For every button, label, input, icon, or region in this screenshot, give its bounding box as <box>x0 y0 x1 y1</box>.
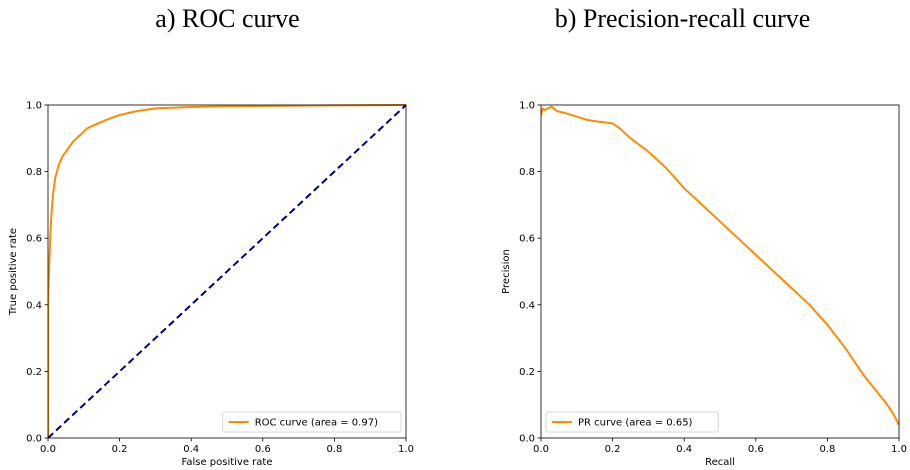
pr-plot-frame <box>540 104 900 439</box>
roc-x-tick-label: 0.4 <box>183 444 199 455</box>
pr-y-tick-label: 1.0 <box>519 101 535 112</box>
roc-chance-line <box>48 104 407 438</box>
roc-x-tick-label: 1.0 <box>398 444 414 455</box>
roc-x-tick-label: 0.6 <box>255 444 271 455</box>
pr-y-tick-label: 0.8 <box>519 167 535 178</box>
pr-y-tick-label: 0.4 <box>519 300 535 311</box>
roc-y-tick-label: 0.2 <box>26 367 42 378</box>
roc-x-tick-label: 0.2 <box>112 444 128 455</box>
roc-chart: 0.0 0.2 0.4 0.6 0.8 1.0 0.0 0.2 0.4 0.6 0.8 1.0 Fals… <box>8 101 414 469</box>
pr-x-tick-label: 0.6 <box>748 444 764 455</box>
pr-y-tick-label: 0.0 <box>519 434 535 445</box>
pr-x-tick-label: 0.0 <box>533 444 549 455</box>
pr-y-tick-label: 0.2 <box>519 367 535 378</box>
roc-legend-box <box>222 411 402 433</box>
pr-legend-label: PR curve (area = 0.65) <box>578 418 693 429</box>
pr-curve-line <box>541 105 900 426</box>
pr-legend-box <box>545 411 719 433</box>
roc-legend-label: ROC curve (area = 0.97) <box>255 418 378 429</box>
roc-y-tick-label: 1.0 <box>26 101 42 112</box>
pr-x-axis-label: Recall <box>705 457 735 468</box>
roc-y-tick-label: 0.0 <box>26 434 42 445</box>
roc-curve-line <box>48 104 407 438</box>
pr-x-tick-label: 0.2 <box>605 444 621 455</box>
roc-x-axis-label: False positive rate <box>182 457 273 468</box>
pr-x-tick-label: 0.8 <box>819 444 835 455</box>
pr-panel-title: b) Precision-recall curve <box>554 4 811 33</box>
roc-plot-frame <box>47 104 407 439</box>
pr-y-tick-label: 0.6 <box>519 234 535 245</box>
roc-panel-title: a) ROC curve <box>155 4 300 33</box>
pr-y-axis-label: Precision <box>501 249 512 294</box>
roc-x-tick-label: 0.0 <box>40 444 56 455</box>
roc-y-tick-label: 0.6 <box>26 234 42 245</box>
pr-chart: 0.0 0.2 0.4 0.6 0.8 1.0 0.0 0.2 0.4 0.6 0.8 1.0 Reca… <box>501 101 907 469</box>
roc-y-tick-label: 0.4 <box>26 300 42 311</box>
roc-y-tick-label: 0.8 <box>26 167 42 178</box>
roc-y-axis-label: True positive rate <box>8 228 19 316</box>
pr-x-tick-label: 0.4 <box>676 444 692 455</box>
pr-x-tick-label: 1.0 <box>891 444 907 455</box>
roc-x-tick-label: 0.8 <box>326 444 342 455</box>
